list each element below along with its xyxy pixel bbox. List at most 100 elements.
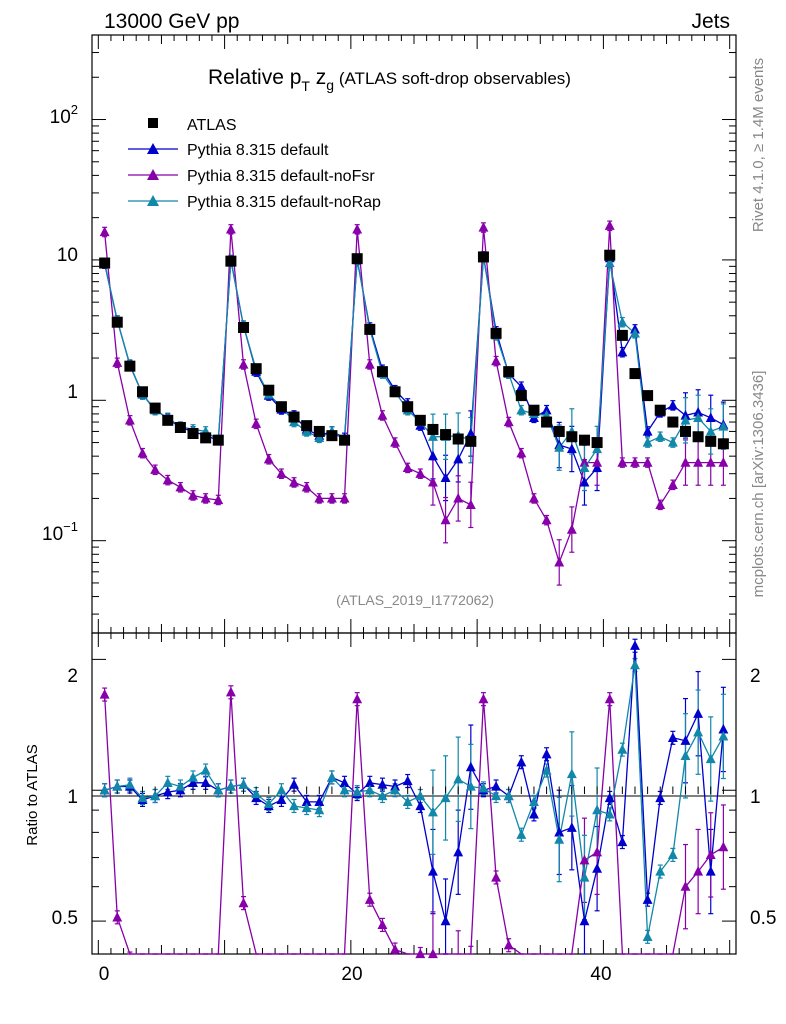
ratio-tick-2-left: 2	[67, 666, 78, 687]
ratio-point	[440, 915, 451, 926]
data-point	[680, 457, 691, 467]
ratio-point	[453, 773, 464, 784]
ratio-point	[112, 780, 123, 791]
series-line-2	[103, 225, 724, 565]
data-point	[667, 437, 678, 447]
ratio-point	[200, 765, 211, 775]
ratio-point	[99, 784, 110, 795]
ratio-point	[718, 841, 729, 852]
x-tick-labels: 0 20 40	[99, 964, 612, 985]
ratio-point	[263, 798, 274, 809]
ratio-point	[390, 944, 401, 954]
atlas-point	[629, 368, 641, 380]
data-point	[402, 462, 413, 473]
axis-ticks	[92, 34, 736, 954]
ratio-tick-1-right: 1	[750, 787, 761, 808]
ratio-point	[427, 866, 438, 876]
data-point	[705, 412, 716, 422]
ratio-point	[427, 806, 438, 817]
data-point	[289, 476, 299, 487]
data-point	[630, 457, 640, 467]
main-y-tick-labels: 10−1 1 10 102	[42, 102, 78, 545]
atlas-point	[238, 322, 250, 334]
ratio-point	[402, 775, 413, 786]
legend-label-atlas: ATLAS	[187, 117, 237, 134]
data-point	[352, 223, 363, 234]
ratio-point	[503, 790, 514, 801]
atlas-point	[591, 437, 603, 449]
atlas-point	[250, 363, 262, 375]
data-point	[554, 442, 565, 452]
ratio-point	[667, 849, 678, 860]
ratio-point	[352, 786, 363, 797]
x-tick-label-40: 40	[590, 964, 611, 985]
data-point	[642, 437, 653, 447]
data-point	[579, 457, 590, 467]
data-point	[579, 476, 590, 487]
data-point	[503, 416, 514, 427]
ratio-point	[162, 777, 173, 787]
x-tick-label-0: 0	[99, 964, 110, 985]
atlas-point	[503, 366, 515, 378]
data-point	[617, 457, 628, 467]
data-point	[326, 492, 337, 503]
ratio-point	[592, 846, 603, 857]
atlas-point	[616, 329, 628, 341]
ratio-point	[592, 863, 603, 873]
ratio-point	[693, 708, 704, 718]
ratio-line-1	[103, 692, 724, 955]
data-point	[655, 431, 666, 441]
atlas-point	[149, 402, 161, 414]
data-point	[642, 457, 653, 467]
ratio-point	[655, 866, 666, 876]
ratio-point	[289, 800, 299, 811]
data-point	[276, 468, 287, 478]
ratio-point	[491, 780, 502, 791]
atlas-point	[692, 431, 704, 443]
ratio-point	[630, 640, 640, 650]
atlas-point	[99, 257, 111, 269]
header-left: 13000 GeV pp	[104, 10, 239, 33]
ratio-point	[225, 686, 236, 697]
data-point	[642, 425, 653, 436]
ratio-y-tick-labels: 0.5 1 2 0.5 1 2	[52, 666, 777, 929]
ratio-point	[377, 790, 388, 801]
data-point	[440, 472, 451, 483]
atlas-point	[414, 414, 426, 426]
data-point	[251, 418, 262, 428]
ratio-point	[491, 790, 502, 801]
atlas-point	[212, 434, 224, 446]
data-point	[427, 431, 438, 441]
legend-label-nofsr: Pythia 8.315 default-noFsr	[187, 168, 375, 185]
ratio-point	[415, 948, 426, 959]
ratio-point	[377, 779, 388, 789]
data-point	[693, 406, 704, 417]
atlas-point	[654, 404, 666, 416]
ratio-y-label: Ratio to ATLAS	[24, 744, 41, 845]
ratio-point	[238, 779, 249, 789]
data-point	[390, 437, 401, 447]
data-point	[137, 447, 148, 458]
ratio-point	[478, 693, 489, 704]
ratio-point	[162, 786, 173, 797]
ratio-point	[238, 897, 249, 908]
ratio-line-0	[104, 645, 725, 922]
data-point	[592, 443, 603, 454]
data-point	[516, 404, 527, 415]
y-tick-label-1e-1: 10−1	[42, 519, 78, 545]
atlas-point	[402, 401, 414, 413]
data-point	[339, 492, 350, 503]
data-point	[465, 499, 476, 509]
header-right: Jets	[691, 10, 730, 33]
ratio-point	[402, 796, 413, 807]
atlas-point	[578, 434, 590, 446]
legend: ATLAS Pythia 8.315 default Pythia 8.315 …	[128, 117, 381, 211]
data-point	[604, 257, 615, 268]
ratio-point	[112, 911, 123, 922]
data-point	[301, 481, 312, 492]
ratio-point	[314, 796, 325, 807]
ratio-point	[529, 796, 539, 807]
atlas-point	[313, 425, 325, 437]
ratio-point	[680, 735, 691, 745]
